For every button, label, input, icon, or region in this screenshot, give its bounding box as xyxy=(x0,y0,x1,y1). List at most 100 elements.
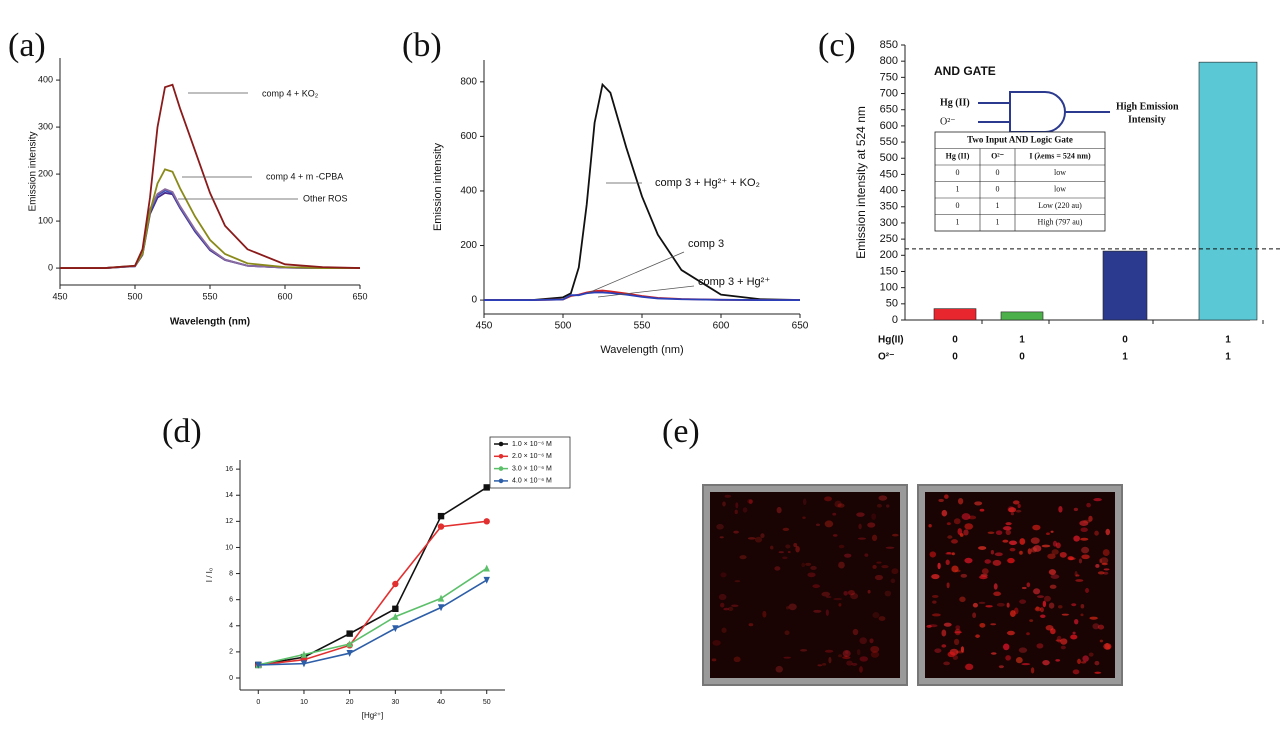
cell xyxy=(1030,667,1035,674)
cell xyxy=(1080,613,1084,617)
cell xyxy=(837,503,845,508)
cell xyxy=(974,501,983,506)
x-tick-label: 550 xyxy=(634,321,651,332)
cell xyxy=(838,561,845,569)
inset-title: AND GATE xyxy=(934,64,996,78)
cell xyxy=(1009,547,1016,552)
cell xyxy=(876,561,882,564)
input-value: 1 xyxy=(1122,352,1128,363)
cell xyxy=(1055,659,1061,662)
cell xyxy=(1103,568,1110,571)
cell xyxy=(937,562,941,570)
cell xyxy=(787,550,791,553)
annotation: comp 4 + KO₂ xyxy=(262,88,319,98)
cell xyxy=(783,656,792,659)
cell xyxy=(846,660,853,666)
cell xyxy=(1094,671,1102,674)
cell xyxy=(785,606,790,610)
x-tick-label: 650 xyxy=(792,321,809,332)
cell xyxy=(870,651,880,658)
y-tick-label: 14 xyxy=(225,492,233,499)
table-cell: 0 xyxy=(996,168,1000,177)
table-cell: 0 xyxy=(956,168,960,177)
marker xyxy=(392,580,399,588)
cell xyxy=(805,562,812,566)
y-tick-label: 450 xyxy=(880,168,898,180)
cell xyxy=(1055,542,1061,549)
cell xyxy=(1097,571,1105,575)
cell xyxy=(1072,631,1076,635)
x-tick-label: 600 xyxy=(277,291,292,301)
marker xyxy=(392,625,399,633)
cell xyxy=(1099,557,1109,565)
cell xyxy=(832,534,838,537)
marker xyxy=(392,605,399,613)
x-tick-label: 650 xyxy=(352,291,367,301)
cell xyxy=(1079,520,1089,526)
cell xyxy=(878,495,888,501)
cell xyxy=(1036,595,1044,598)
cell xyxy=(993,583,998,590)
cell xyxy=(1008,540,1018,546)
table-cell: low xyxy=(1054,185,1066,194)
cell xyxy=(972,602,978,608)
series-line xyxy=(258,567,488,666)
series-line xyxy=(258,579,488,666)
cell xyxy=(1071,603,1077,607)
cell xyxy=(810,565,817,570)
series-line xyxy=(60,168,360,269)
x-tick-label: 600 xyxy=(713,321,730,332)
x-tick-label: 10 xyxy=(300,699,308,706)
cell xyxy=(1048,602,1055,609)
y-tick-label: 500 xyxy=(880,152,898,164)
cell xyxy=(859,637,867,645)
cell xyxy=(828,656,832,664)
y-tick-label: 400 xyxy=(38,74,53,84)
cell xyxy=(821,591,831,597)
cell xyxy=(964,557,973,564)
cell xyxy=(951,565,959,573)
cell xyxy=(1105,528,1111,536)
cell xyxy=(872,612,880,619)
cell xyxy=(733,656,741,663)
table-cell: 1 xyxy=(996,201,1000,210)
cell xyxy=(1015,657,1023,664)
x-tick-label: 50 xyxy=(483,699,491,706)
cell xyxy=(1040,607,1044,613)
cell xyxy=(824,520,834,528)
cell xyxy=(1010,512,1015,516)
cell xyxy=(842,649,851,657)
marker xyxy=(437,523,445,530)
input-value: 0 xyxy=(1122,335,1128,346)
cell xyxy=(955,625,961,630)
marker xyxy=(346,640,353,648)
cell xyxy=(1026,582,1031,588)
cell xyxy=(979,575,988,580)
cell xyxy=(1073,535,1080,542)
table-header: O²⁻ xyxy=(991,152,1004,161)
input-value: 1 xyxy=(1225,335,1231,346)
cell xyxy=(886,504,890,508)
annotation: comp 3 + Hg²⁺ + KO₂ xyxy=(655,177,760,189)
cell xyxy=(1094,530,1099,536)
bar xyxy=(1000,311,1044,321)
cell xyxy=(1019,599,1027,604)
panel-label: (d) xyxy=(162,413,202,450)
x-tick-label: 500 xyxy=(555,321,572,332)
cell xyxy=(1095,564,1100,568)
legend-marker xyxy=(498,454,504,459)
cell xyxy=(775,665,783,673)
y-tick-label: 350 xyxy=(880,201,898,213)
cell xyxy=(929,551,937,558)
cell xyxy=(992,559,1002,566)
y-tick-label: 16 xyxy=(225,466,233,473)
cell xyxy=(802,498,807,506)
cell xyxy=(785,544,791,549)
cell xyxy=(968,515,977,520)
cell xyxy=(951,552,955,556)
cell xyxy=(748,623,754,627)
cell xyxy=(872,564,877,569)
cell xyxy=(938,498,944,503)
cell xyxy=(1067,556,1074,561)
cell xyxy=(928,523,932,528)
